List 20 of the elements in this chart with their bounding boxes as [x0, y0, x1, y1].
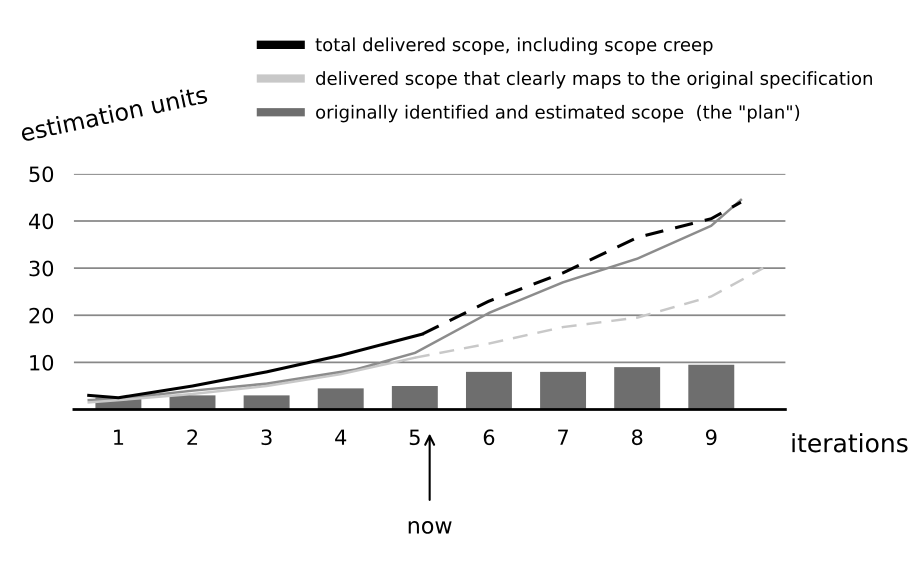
legend-label: originally identified and estimated scope (the "plan"): [316, 104, 800, 122]
y-tick-label: 10: [30, 354, 54, 371]
y-tick-label: 30: [30, 260, 54, 276]
x-tick-label: 9: [706, 429, 716, 446]
y-tick-label: 50: [30, 166, 54, 182]
x-tick-label: 1: [114, 430, 124, 445]
legend-label: delivered scope that clearly maps to the original specification: [316, 71, 872, 89]
legend-label: total delivered scope, including scope creep: [316, 37, 713, 55]
text: now: [408, 521, 452, 534]
y-tick-label: 40: [28, 213, 54, 230]
x-tick-label: 5: [410, 430, 420, 446]
x-tick-label: 4: [335, 430, 346, 445]
x-tick-label: 7: [558, 430, 568, 445]
y-tick-label: 20: [29, 308, 54, 324]
x-tick-label: 3: [262, 429, 272, 446]
y-axis-title: estimation units: [20, 84, 208, 142]
x-tick-label: 2: [187, 429, 198, 445]
x-axis-title: iterations: [792, 433, 908, 452]
x-tick-label: 8: [632, 429, 642, 446]
x-tick-label: 6: [484, 429, 494, 446]
